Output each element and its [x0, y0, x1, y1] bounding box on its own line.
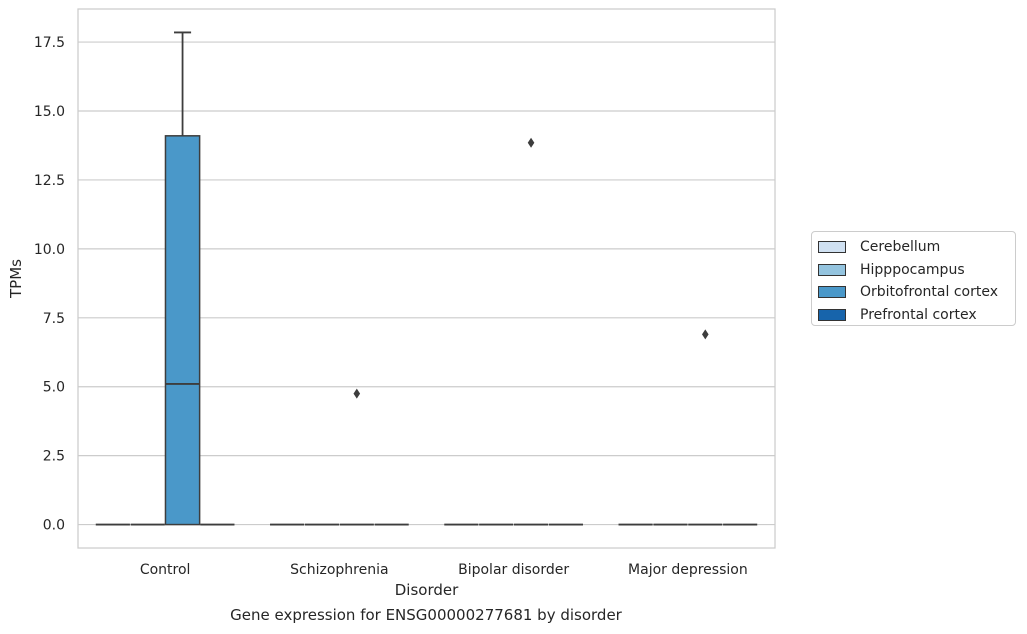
legend-swatch [818, 241, 846, 254]
outlier-point [353, 388, 361, 399]
y-tick-label: 12.5 [34, 173, 65, 189]
box-orbitofrontal-cortex [164, 31, 201, 526]
box-orbitofrontal-cortex [688, 329, 723, 526]
legend-swatch [818, 263, 846, 276]
box-orbitofrontal-cortex [339, 388, 374, 526]
legend-item: Orbitofrontal cortex [818, 281, 1015, 304]
x-tick-labels: Control Schizophrenia Bipolar disorder Majo… [140, 562, 748, 578]
y-tick-label: 5.0 [43, 380, 65, 396]
legend: Cerebellum Hipppocampus Orbitofrontal cort… [811, 231, 1016, 326]
y-tick-label: 15.0 [34, 104, 65, 120]
legend-item: Prefrontal cortex [818, 304, 1015, 327]
legend-swatch [818, 286, 846, 299]
outlier-point [702, 329, 709, 340]
outlier-point [527, 137, 535, 148]
legend-swatch [818, 308, 846, 321]
y-tick-label: 2.5 [43, 449, 65, 465]
legend-item: Cerebellum [818, 236, 1015, 259]
box-orbitofrontal-cortex [513, 137, 549, 526]
x-tick-label: Schizophrenia [290, 562, 388, 578]
legend-label: Hipppocampus [860, 261, 965, 278]
y-axis-label: TPMs [7, 259, 25, 299]
legend-label: Prefrontal cortex [860, 306, 977, 323]
legend-item: Hipppocampus [818, 259, 1015, 282]
box-marks [95, 31, 758, 526]
legend-label: Cerebellum [860, 239, 941, 256]
plot-frame [77, 8, 776, 549]
legend-label: Orbitofrontal cortex [860, 284, 998, 301]
x-tick-label: Control [140, 562, 191, 578]
y-tick-label: 7.5 [43, 311, 65, 327]
y-tick-label: 0.0 [43, 518, 65, 534]
figure-caption: Gene expression for ENSG00000277681 by d… [230, 606, 622, 624]
y-tick-label: 10.0 [34, 242, 65, 258]
x-tick-label: Bipolar disorder [458, 562, 569, 578]
x-tick-label: Major depression [628, 562, 748, 578]
y-tick-label: 17.5 [34, 35, 65, 51]
x-axis-label: Disorder [395, 581, 459, 599]
y-tick-labels: 0.0 2.5 5.0 7.5 10.0 12.5 15.0 17.5 [34, 35, 65, 533]
box-body [164, 135, 201, 526]
